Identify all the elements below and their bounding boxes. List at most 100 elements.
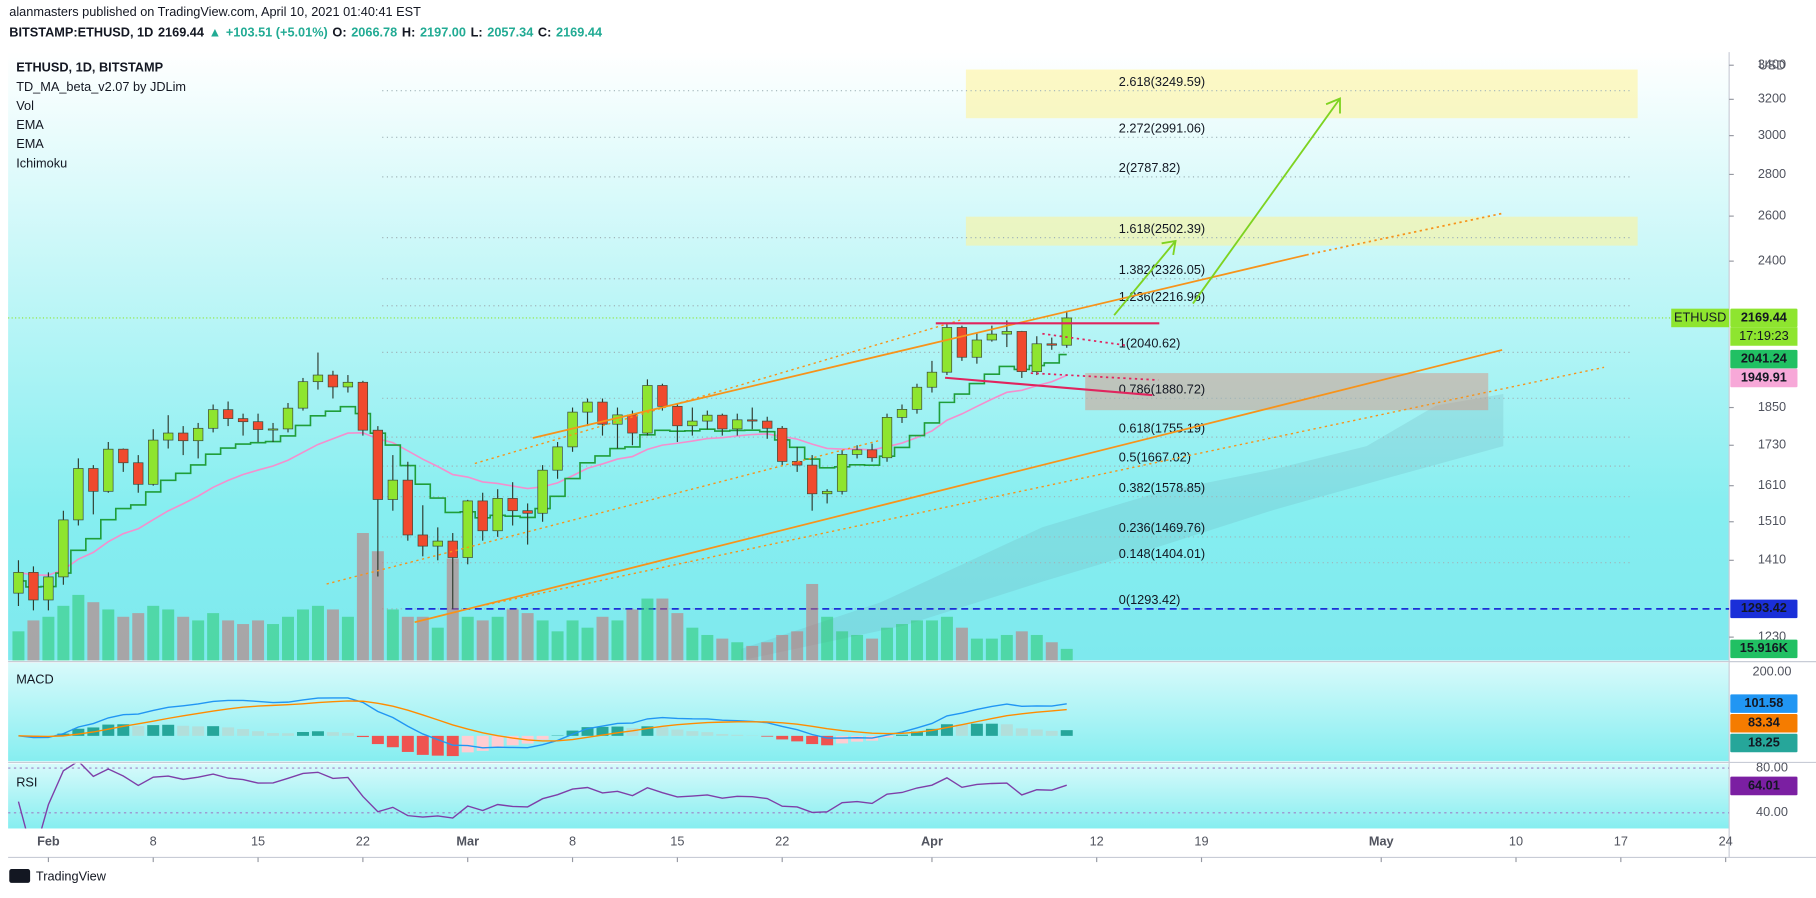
macd-tag: 83.34 xyxy=(1748,715,1781,730)
candle-body xyxy=(372,429,384,500)
macd-histogram xyxy=(72,728,85,736)
macd-histogram xyxy=(985,723,998,736)
macd-histogram xyxy=(446,735,459,757)
arrow-head xyxy=(1325,97,1341,114)
candle-body xyxy=(417,534,428,547)
currency: USD xyxy=(1759,57,1786,72)
y-tick-label: 3000 xyxy=(1758,127,1786,142)
rsi-line xyxy=(17,763,1067,829)
macd-histogram xyxy=(132,726,145,736)
ichimoku-cloud xyxy=(741,393,1504,661)
volume-bar xyxy=(461,616,474,661)
volume-bar xyxy=(626,609,639,661)
volume-bar xyxy=(222,620,235,661)
y-tick-label: 2800 xyxy=(1758,166,1786,181)
candle-body xyxy=(222,409,234,419)
candle-body xyxy=(956,327,968,358)
volume-bar xyxy=(12,631,25,661)
price-tag: 1949.91 xyxy=(1741,369,1787,384)
candle-body xyxy=(597,401,608,425)
candle-body xyxy=(747,419,758,422)
macd-histogram xyxy=(1015,728,1028,736)
dotted-line xyxy=(1030,372,1159,381)
volume-bar xyxy=(686,627,699,661)
macd-histogram xyxy=(626,728,639,736)
macd-histogram xyxy=(326,732,339,736)
macd-histogram xyxy=(686,731,699,736)
volume-tag: 15.916K xyxy=(1740,640,1789,655)
rsi-tag: 64.01 xyxy=(1748,777,1780,792)
volume-bar xyxy=(851,634,864,661)
volume-bar xyxy=(296,609,309,661)
candle-body xyxy=(402,479,413,536)
candle-body xyxy=(582,401,593,413)
quote-part: O: xyxy=(332,25,346,40)
symbol-tag: ETHUSD xyxy=(1674,309,1726,324)
candle-body xyxy=(986,333,998,341)
candle-body xyxy=(193,427,204,442)
macd-histogram xyxy=(716,733,729,736)
volume-bar xyxy=(925,620,938,661)
candle-body xyxy=(312,374,324,383)
quote-part: 2169.44 xyxy=(556,25,603,40)
trend-line xyxy=(326,439,881,585)
dotted-line xyxy=(1042,332,1126,347)
main-pane xyxy=(8,52,1730,661)
legend-item: TD_MA_beta_v2.07 by JDLim xyxy=(16,79,186,94)
candle-body xyxy=(28,572,39,601)
candle-body xyxy=(387,479,398,500)
volume-bar xyxy=(581,627,594,661)
macd-histogram xyxy=(1000,724,1013,736)
volume-bar xyxy=(761,642,774,661)
macd-histogram xyxy=(776,735,789,740)
volume-bar xyxy=(431,627,444,661)
y-tick-label: 3400 xyxy=(1758,57,1786,72)
volume-bar xyxy=(311,605,324,661)
volume-tag-bg xyxy=(1730,639,1798,659)
x-tick-label: 17 xyxy=(1614,834,1628,849)
macd-histogram xyxy=(806,735,819,745)
candle-body xyxy=(1061,317,1072,346)
x-tick-label: 10 xyxy=(1509,834,1523,849)
macd-histogram xyxy=(386,735,399,748)
rsi-tag-bg xyxy=(1730,776,1798,796)
x-tick-label: 24 xyxy=(1719,834,1733,849)
volume-bar xyxy=(970,638,983,661)
candle-body xyxy=(537,469,548,514)
volume-bar xyxy=(821,616,834,661)
x-tick-label: 15 xyxy=(670,834,684,849)
macd-histogram xyxy=(491,735,504,748)
macd-histogram xyxy=(282,733,295,736)
x-tick-label: 19 xyxy=(1194,834,1208,849)
arrow xyxy=(1192,97,1341,305)
countdown-bg xyxy=(1730,327,1798,346)
fib-label: 0(1293.42) xyxy=(1119,592,1181,607)
volume-bar xyxy=(341,616,354,661)
volume-bar xyxy=(671,613,684,661)
volume-bar xyxy=(521,613,534,661)
volume-bar xyxy=(401,616,414,661)
volume-bar xyxy=(267,624,280,661)
volume-bar xyxy=(132,613,145,661)
volume-bar xyxy=(910,620,923,661)
volume-bar xyxy=(147,605,160,661)
volume-bar xyxy=(701,634,714,661)
macd-histogram xyxy=(416,735,429,755)
volume-bar xyxy=(791,631,804,661)
trend-line xyxy=(414,349,1503,624)
fib-label: 1.618(2502.39) xyxy=(1119,221,1205,236)
macd-histogram xyxy=(881,735,894,738)
macd-histogram xyxy=(177,725,190,736)
candle-body xyxy=(327,374,339,388)
candle-body xyxy=(807,464,818,495)
footer-logo: TradingView xyxy=(36,869,107,884)
volume-bar xyxy=(551,631,564,661)
price-tag: 1293.42 xyxy=(1741,600,1787,615)
macd-histogram xyxy=(431,735,444,756)
volume-bar xyxy=(371,551,384,661)
candle-body xyxy=(911,386,923,410)
volume-bar xyxy=(566,620,579,661)
candle-body xyxy=(88,468,99,492)
x-tick-label: 8 xyxy=(150,834,157,849)
candle-body xyxy=(118,448,129,464)
